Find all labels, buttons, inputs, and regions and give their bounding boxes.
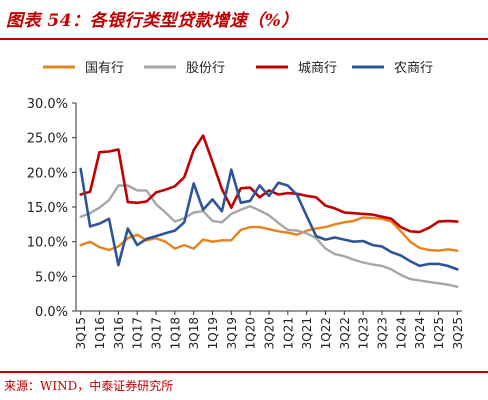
x-tick-label: 1Q16 [93, 317, 107, 349]
series-line-3 [79, 167, 459, 271]
x-tick-label: 3Q17 [150, 317, 164, 349]
figure-title: 图表 54：各银行类型贷款增速（%） [6, 11, 299, 31]
legend-label: 国有行 [85, 61, 124, 76]
legend-label: 股份行 [186, 61, 225, 76]
series-line-0 [79, 216, 459, 252]
x-tick-label: 3Q23 [375, 317, 389, 349]
loan-growth-line-chart: 国有行 股份行 城商行 农商行 0.0% 5.0% 10.0% 15.0% 20.0% 25.0… [27, 61, 465, 349]
x-tick-label: 3Q16 [112, 317, 126, 349]
source-note: 来源：WIND，中泰证券研究所 [4, 379, 174, 393]
x-tick-label: 1Q18 [168, 317, 182, 349]
x-tick-label: 1Q23 [357, 317, 371, 349]
x-tick-label: 1Q19 [206, 317, 220, 349]
title-divider [0, 38, 488, 40]
x-tick-label: 3Q25 [451, 317, 465, 349]
y-axis: 0.0% 5.0% 10.0% 15.0% 20.0% 25.0% 30.0% [27, 97, 77, 320]
x-tick-label: 1Q25 [432, 317, 446, 349]
y-tick-label: 15.0% [27, 201, 68, 216]
chart-legend: 国有行 股份行 城商行 农商行 [43, 61, 433, 76]
x-tick-label: 3Q20 [263, 317, 277, 349]
legend-label: 城商行 [298, 61, 337, 76]
y-tick-label: 30.0% [27, 97, 68, 112]
x-tick-label: 3Q22 [338, 317, 352, 349]
y-tick-label: 10.0% [27, 236, 68, 251]
x-tick-label: 1Q20 [244, 317, 258, 349]
y-tick-label: 25.0% [27, 132, 68, 147]
x-tick-label: 3Q15 [74, 317, 88, 349]
y-tick-label: 5.0% [35, 270, 68, 285]
series-lines [79, 134, 459, 288]
footer-divider [0, 371, 488, 373]
series-line-2 [79, 134, 459, 234]
x-tick-label: 1Q24 [394, 317, 408, 349]
x-tick-label: 1Q21 [281, 317, 295, 349]
x-tick-label: 3Q24 [413, 317, 427, 349]
y-tick-label: 20.0% [27, 166, 68, 181]
x-tick-label: 1Q17 [131, 317, 145, 349]
x-tick-label: 3Q18 [187, 317, 201, 349]
legend-label: 农商行 [394, 61, 433, 76]
x-tick-label: 1Q22 [319, 317, 333, 349]
x-axis: 3Q15 1Q16 3Q16 1Q17 3Q17 1Q18 3Q18 1Q19 3Q19 1Q20… [74, 310, 465, 349]
series-line-1 [79, 184, 459, 288]
x-tick-label: 3Q21 [300, 317, 314, 349]
y-tick-label: 0.0% [35, 305, 68, 320]
x-tick-label: 3Q19 [225, 317, 239, 349]
